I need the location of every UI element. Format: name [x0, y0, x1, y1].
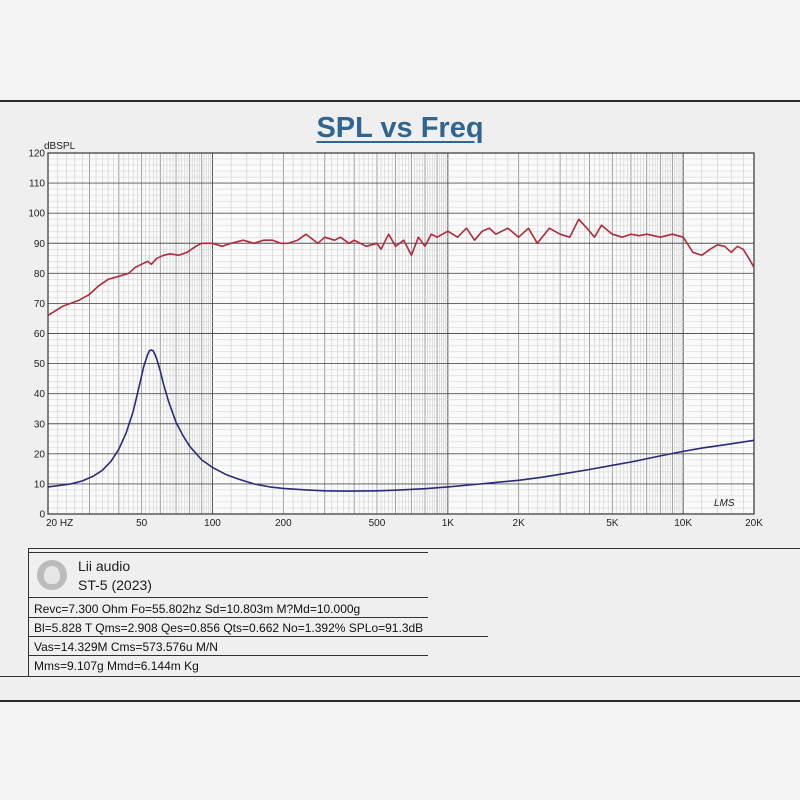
- info-left-rule: [28, 548, 29, 676]
- axes: [47, 152, 755, 515]
- param-row-3: Vas=14.329M Cms=573.576u M/N: [28, 638, 428, 656]
- watermark-label: LMS: [714, 498, 735, 509]
- x-tick-label: 50: [136, 518, 148, 529]
- y-tick-label: 50: [34, 359, 46, 370]
- brand-logo-icon: [37, 560, 67, 590]
- x-tick-label: 20 HZ: [46, 518, 73, 529]
- plot-border: [47, 152, 755, 515]
- series-line-1: [47, 218, 755, 317]
- x-tick-label: 10K: [674, 518, 692, 529]
- param-row-1: Revc=7.300 Ohm Fo=55.802hz Sd=10.803m M?…: [28, 600, 428, 618]
- param-row-2: Bl=5.828 T Qms=2.908 Qes=0.856 Qts=0.662…: [28, 619, 488, 637]
- x-tick-label: 500: [369, 518, 386, 529]
- y-tick-label: 110: [29, 179, 45, 190]
- y-tick-label: 60: [34, 329, 46, 340]
- x-tick-label: 2K: [513, 518, 526, 529]
- y-tick-label: 90: [34, 239, 46, 250]
- chart-title: SPL vs Freq: [316, 112, 484, 144]
- y-tick-label: 100: [28, 209, 45, 220]
- y-tick-label: 10: [34, 479, 46, 490]
- info-top-rule: [28, 548, 800, 549]
- x-tick-label: 1K: [442, 518, 455, 529]
- brand-box: Lii audio ST-5 (2023): [28, 552, 428, 598]
- brand-name: Lii audio: [78, 558, 131, 574]
- grid: [47, 152, 755, 515]
- x-tick-label: 20K: [745, 518, 763, 529]
- brand-model: ST-5 (2023): [78, 577, 152, 593]
- y-tick-label: 30: [34, 419, 46, 430]
- info-bottom-rule: [0, 676, 800, 677]
- y-tick-label: 80: [34, 269, 46, 280]
- series: [47, 218, 755, 492]
- x-tick-label: 5K: [606, 518, 619, 529]
- y-tick-label: 0: [39, 510, 45, 521]
- y-tick-label: 20: [34, 449, 46, 460]
- y-tick-label: 120: [28, 149, 45, 160]
- param-row-4: Mms=9.107g Mmd=6.144m Kg: [34, 659, 199, 673]
- y-axis-label: dBSPL: [44, 141, 76, 152]
- y-tick-label: 70: [34, 299, 46, 310]
- x-tick-label: 200: [275, 518, 292, 529]
- series-line-2: [47, 349, 755, 492]
- y-tick-label: 40: [34, 389, 46, 400]
- x-tick-label: 100: [204, 518, 221, 529]
